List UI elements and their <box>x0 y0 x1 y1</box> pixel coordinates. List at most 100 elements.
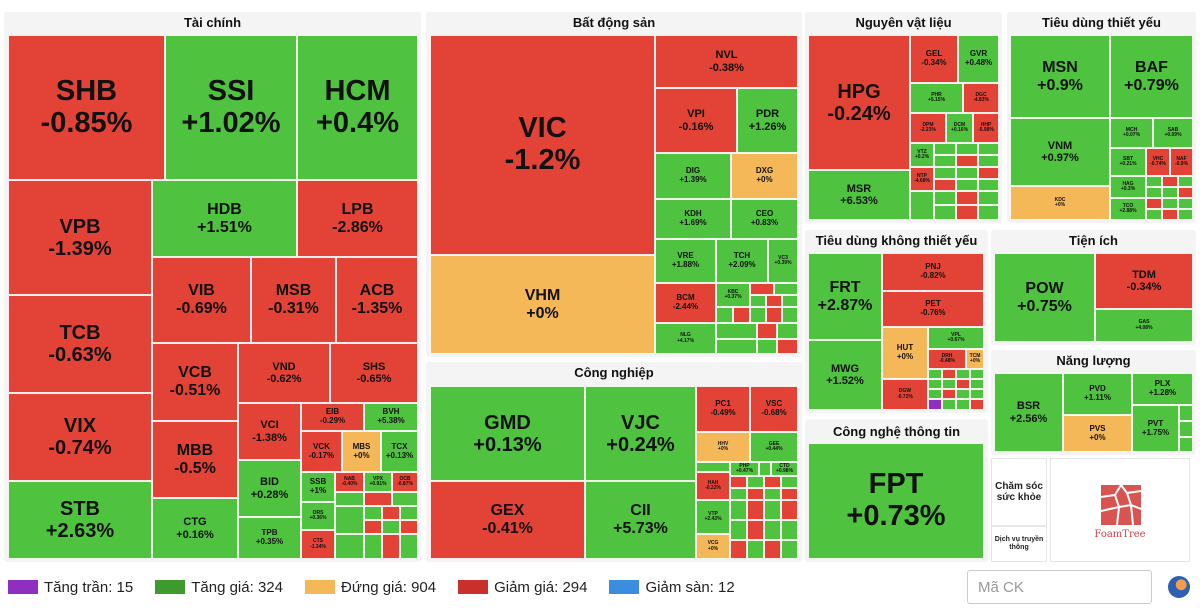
stock-tile-small[interactable] <box>942 379 956 389</box>
stock-tile-gee[interactable]: GEE +0.44% <box>750 432 798 462</box>
stock-tile-nvl[interactable]: NVL -0.38% <box>655 35 798 88</box>
stock-tile-small[interactable] <box>766 307 782 323</box>
stock-tile-plx[interactable]: PLX +1.28% <box>1132 373 1193 405</box>
stock-tile-vpl[interactable]: VPL +0.67% <box>928 327 984 349</box>
stock-tile-small[interactable] <box>750 295 766 307</box>
stock-tile-small[interactable] <box>1178 198 1193 209</box>
stock-tile-small[interactable] <box>730 520 747 540</box>
stock-tile-small[interactable] <box>759 462 771 476</box>
stock-tile-eib[interactable]: EIB -0.29% <box>301 403 364 431</box>
stock-tile-small[interactable] <box>782 307 798 323</box>
stock-tile-small[interactable] <box>970 379 984 389</box>
stock-tile-small[interactable] <box>382 520 400 534</box>
stock-tile-vtp[interactable]: VTP +2.43% <box>696 500 730 534</box>
stock-tile-small[interactable] <box>730 540 747 559</box>
stock-tile-small[interactable] <box>781 476 798 488</box>
stock-tile-small[interactable] <box>781 500 798 520</box>
stock-tile-small[interactable] <box>928 369 942 379</box>
stock-tile-small[interactable] <box>956 205 978 220</box>
stock-tile-msn[interactable]: MSN +0.9% <box>1010 35 1110 118</box>
stock-tile-vjc[interactable]: VJC +0.24% <box>585 386 696 481</box>
stock-tile-small[interactable] <box>942 369 956 379</box>
stock-tile-baf[interactable]: BAF +0.79% <box>1110 35 1193 118</box>
stock-tile-ors[interactable]: ORS +0.36% <box>301 502 335 530</box>
stock-tile-small[interactable] <box>956 155 978 167</box>
stock-tile-vre[interactable]: VRE +1.88% <box>655 239 716 283</box>
stock-tile-nab[interactable]: NAB -0.40% <box>335 472 364 492</box>
stock-tile-vtz[interactable]: VTZ +0.2% <box>910 143 934 167</box>
stock-tile-mbb[interactable]: MBB -0.5% <box>152 421 238 498</box>
stock-tile-small[interactable] <box>956 167 978 179</box>
stock-tile-small[interactable] <box>777 323 798 339</box>
stock-tile-vhm[interactable]: VHM +0% <box>430 255 655 354</box>
stock-tile-kdc[interactable]: KDC +0% <box>1010 186 1110 220</box>
stock-search-input[interactable] <box>967 570 1152 604</box>
stock-tile-pow[interactable]: POW +0.75% <box>994 253 1095 342</box>
stock-tile-drh[interactable]: DRH -0.48% <box>928 349 966 369</box>
stock-tile-stb[interactable]: STB +2.63% <box>8 481 152 559</box>
stock-tile-small[interactable] <box>730 488 747 500</box>
stock-tile-ssb[interactable]: SSB +1% <box>301 472 335 502</box>
stock-tile-hpg[interactable]: HPG -0.24% <box>808 35 910 170</box>
stock-tile-sab[interactable]: SAB +0.09% <box>1153 118 1193 148</box>
stock-tile-small[interactable] <box>730 500 747 520</box>
stock-tile-small[interactable] <box>364 534 382 559</box>
stock-tile-small[interactable] <box>747 520 764 540</box>
stock-tile-tch[interactable]: TCH +2.09% <box>716 239 768 283</box>
stock-tile-vnm[interactable]: VNM +0.97% <box>1010 118 1110 186</box>
stock-tile-small[interactable] <box>382 506 400 520</box>
stock-tile-small[interactable] <box>928 379 942 389</box>
stock-tile-small[interactable] <box>747 540 764 559</box>
stock-tile-small[interactable] <box>781 520 798 540</box>
stock-tile-small[interactable] <box>978 191 999 205</box>
stock-tile-vci[interactable]: VCI -1.38% <box>238 403 301 460</box>
stock-tile-small[interactable] <box>747 500 764 520</box>
stock-tile-dig[interactable]: DIG +1.39% <box>655 153 731 199</box>
stock-tile-small[interactable] <box>956 399 970 410</box>
stock-tile-bcm[interactable]: BCM -2.44% <box>655 283 716 323</box>
stock-tile-small[interactable] <box>696 462 730 472</box>
stock-tile-vic[interactable]: VIC -1.2% <box>430 35 655 255</box>
stock-tile-small[interactable] <box>730 476 747 488</box>
sector-cham-soc-suc-khoe[interactable]: Chăm sóc sức khỏe <box>991 458 1047 526</box>
stock-tile-small[interactable] <box>766 295 782 307</box>
stock-tile-hah[interactable]: HAH -0.22% <box>696 472 730 500</box>
stock-tile-small[interactable] <box>757 323 777 339</box>
stock-tile-dgc[interactable]: DGC -4.83% <box>963 83 999 113</box>
stock-tile-small[interactable] <box>750 283 774 295</box>
stock-tile-small[interactable] <box>364 506 382 520</box>
stock-tile-small[interactable] <box>970 369 984 379</box>
stock-tile-nlg[interactable]: NLG +4.17% <box>655 323 716 354</box>
stock-tile-msr[interactable]: MSR +6.53% <box>808 170 910 220</box>
stock-tile-bid[interactable]: BID +0.28% <box>238 460 301 517</box>
stock-tile-vpi[interactable]: VPI -0.16% <box>655 88 737 153</box>
stock-tile-small[interactable] <box>400 520 418 534</box>
globe-icon[interactable] <box>1168 576 1190 598</box>
stock-tile-small[interactable] <box>335 492 364 506</box>
stock-tile-small[interactable] <box>716 339 757 354</box>
stock-tile-small[interactable] <box>934 155 956 167</box>
stock-tile-small[interactable] <box>1162 209 1178 220</box>
stock-tile-hhp[interactable]: HHP -5.98% <box>973 113 999 143</box>
stock-tile-small[interactable] <box>934 179 956 191</box>
stock-tile-small[interactable] <box>1178 187 1193 198</box>
stock-tile-small[interactable] <box>764 520 781 540</box>
stock-tile-tcm[interactable]: TCM +0% <box>966 349 984 369</box>
stock-tile-bvh[interactable]: BVH +5.38% <box>364 403 418 431</box>
stock-tile-tco[interactable]: TCO +2.88% <box>1110 198 1146 220</box>
stock-tile-small[interactable] <box>970 399 984 410</box>
stock-tile-small[interactable] <box>382 534 400 559</box>
stock-tile-small[interactable] <box>335 534 364 559</box>
stock-tile-small[interactable] <box>764 540 781 559</box>
stock-tile-ceo[interactable]: CEO +0.83% <box>731 199 798 239</box>
stock-tile-vnd[interactable]: VND -0.62% <box>238 343 330 403</box>
stock-tile-msb[interactable]: MSB -0.31% <box>251 257 336 343</box>
stock-tile-dpm[interactable]: DPM -2.23% <box>910 113 946 143</box>
stock-tile-mbs[interactable]: MBS +0% <box>342 431 381 472</box>
stock-tile-small[interactable] <box>1146 187 1162 198</box>
stock-tile-small[interactable] <box>335 506 364 534</box>
stock-tile-pet[interactable]: PET -0.76% <box>882 291 984 327</box>
stock-tile-small[interactable] <box>716 307 733 323</box>
stock-tile-kbc[interactable]: KBC +0.37% <box>716 283 750 307</box>
stock-tile-small[interactable] <box>942 399 956 410</box>
